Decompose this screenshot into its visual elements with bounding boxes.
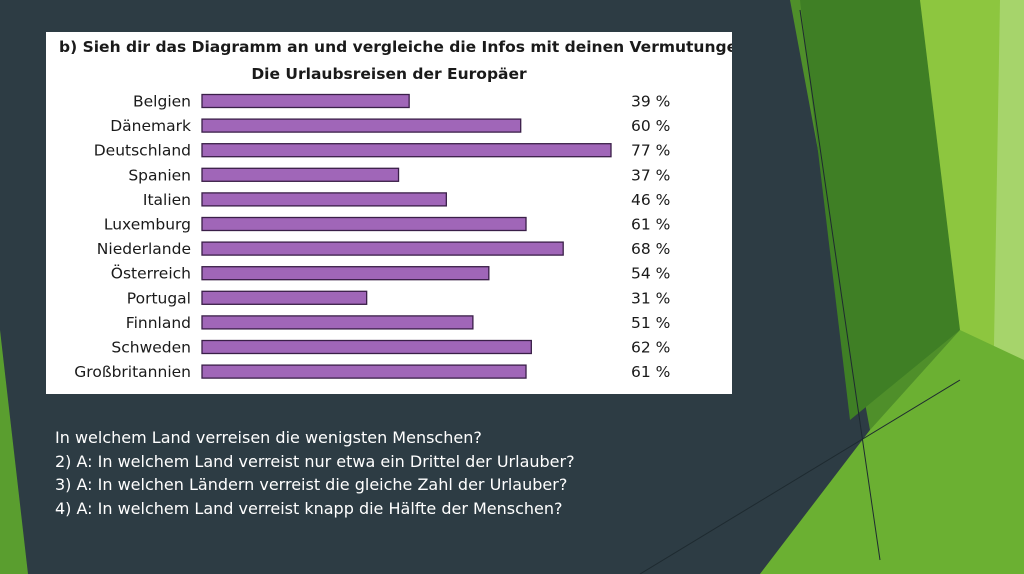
value-label-spanien: 37 % [631, 166, 670, 184]
bars-layer: Belgien 39 % Dänemark 60 % Deutschland 77 % Sp… [74, 93, 670, 382]
category-label-dänemark: Dänemark [110, 117, 191, 135]
bar-deutschland [201, 143, 612, 158]
value-label-deutschland: 77 % [631, 142, 670, 160]
value-label-italien: 46 % [631, 191, 670, 209]
category-label-schweden: Schweden [111, 339, 191, 357]
category-label-niederlande: Niederlande [97, 240, 191, 258]
green-shape-left [0, 330, 28, 574]
bar-luxemburg [201, 216, 527, 232]
green-shape-dark [800, 0, 960, 420]
category-label-großbritannien: Großbritannien [74, 363, 191, 381]
bar-italien [201, 192, 447, 207]
bar-schweden [201, 339, 532, 355]
category-label-spanien: Spanien [128, 166, 191, 184]
question-4: 4) A: In welchem Land verreist knapp die… [55, 498, 563, 518]
bar-spanien [201, 167, 400, 182]
value-label-luxemburg: 61 % [631, 216, 670, 234]
category-label-italien: Italien [143, 191, 191, 209]
deco-line [799, 9, 881, 561]
bar-großbritannien [201, 364, 527, 379]
category-label-portugal: Portugal [127, 289, 191, 307]
question-1: In welchem Land verreisen die wenigsten … [55, 428, 482, 447]
question-3: 3) A: In welchen Ländern verreist die gl… [55, 475, 568, 494]
value-label-österreich: 54 % [631, 265, 670, 283]
bar-niederlande [201, 241, 564, 256]
bar-dänemark [201, 118, 522, 133]
question-2: 2) A: In welchem Land verreist nur etwa … [55, 451, 575, 471]
category-label-luxemburg: Luxemburg [104, 216, 191, 234]
value-label-großbritannien: 61 % [631, 363, 670, 381]
bar-österreich [201, 266, 490, 281]
value-label-niederlande: 68 % [631, 240, 670, 258]
value-label-belgien: 39 % [631, 93, 670, 111]
deco-line [639, 379, 961, 574]
value-label-finnland: 51 % [631, 314, 670, 332]
bar-finnland [201, 315, 474, 330]
value-label-dänemark: 60 % [631, 117, 670, 135]
category-label-finnland: Finnland [126, 314, 191, 332]
bar-chart: b) Sieh dir das Diagramm an und vergleic… [59, 38, 732, 382]
chart-card: b) Sieh dir das Diagramm an und vergleic… [46, 32, 732, 394]
category-label-deutschland: Deutschland [94, 142, 191, 160]
category-label-österreich: Österreich [111, 264, 191, 283]
category-label-belgien: Belgien [133, 93, 191, 111]
chart-title: Die Urlaubsreisen der Europäer [251, 65, 527, 83]
value-label-portugal: 31 % [631, 289, 670, 307]
bar-portugal [201, 290, 368, 305]
chart-heading: b) Sieh dir das Diagramm an und vergleic… [59, 38, 732, 56]
green-shape-front [760, 330, 1024, 574]
value-label-schweden: 62 % [631, 339, 670, 357]
questions-list: In welchem Land verreisen die wenigsten … [55, 426, 695, 520]
bar-belgien [201, 93, 410, 109]
